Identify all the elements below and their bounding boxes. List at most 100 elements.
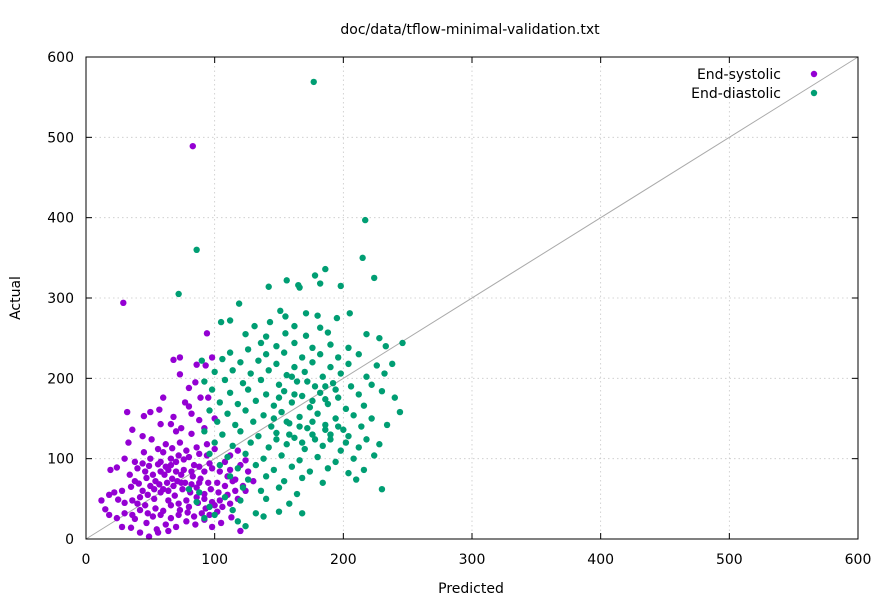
data-point [333,314,341,322]
data-point [193,498,200,506]
data-point [252,397,260,405]
data-point [150,485,158,493]
data-point [340,426,347,433]
data-point [270,466,278,474]
data-point [322,396,329,403]
data-point [226,317,234,324]
data-point [251,322,258,330]
data-point [205,394,212,401]
data-point [139,432,146,440]
data-point [232,487,239,494]
data-point [250,418,257,425]
data-point [219,431,226,438]
axis-ticks [85,56,859,540]
data-point [345,360,352,368]
data-point [165,497,172,504]
data-point [368,381,375,388]
data-point [265,367,272,374]
data-point [327,431,334,438]
data-point [373,362,380,369]
data-point [319,479,326,486]
data-point [346,310,353,317]
data-point [371,452,378,459]
data-point [262,351,270,358]
data-point [211,439,218,446]
y-tick-label: 600 [47,50,74,66]
data-point [162,521,169,528]
data-point [378,485,386,493]
data-point [283,418,290,425]
data-point [226,500,234,507]
data-point [143,519,150,527]
data-point [126,471,133,478]
data-point [214,418,221,425]
data-point [211,368,218,376]
data-point [139,460,146,467]
data-point [196,479,203,486]
data-point [314,453,321,461]
data-point [184,509,191,516]
data-point [208,498,216,506]
data-point [208,465,216,472]
data-point [353,476,360,483]
data-point [334,423,342,430]
data-point [183,447,190,454]
data-point [355,391,362,398]
x-tick-label: 100 [201,552,228,568]
series-end-systolic [98,142,257,540]
data-point [98,497,105,504]
data-point [201,468,208,475]
data-point [309,344,316,352]
data-point [282,313,289,320]
data-point [237,527,244,535]
data-point [157,511,164,519]
y-tick-label: 400 [47,211,74,227]
data-point [224,410,231,417]
data-point [144,510,151,517]
data-point [247,370,254,377]
data-point [193,484,200,491]
data-point [237,359,244,366]
data-point [257,376,265,384]
data-point [273,343,280,350]
data-point [140,412,148,420]
data-point [167,461,175,469]
data-point [291,339,298,347]
data-point [234,447,242,454]
y-tick-label: 100 [47,452,74,468]
data-point [203,330,211,337]
data-point [214,479,221,486]
data-point [136,529,144,536]
data-point [228,514,235,521]
data-point [244,476,252,483]
data-point [291,322,298,330]
data-point [121,455,128,462]
data-point [139,487,146,494]
data-point [181,399,189,406]
data-point [180,466,187,474]
data-point [170,482,177,490]
data-point [360,402,368,409]
data-point [180,456,187,463]
data-point [189,473,196,480]
data-point [298,474,306,482]
data-point [242,407,249,414]
data-point [278,452,285,459]
data-point [113,464,121,471]
data-point [291,434,298,441]
data-point [270,402,278,409]
data-point [170,413,177,421]
data-point [396,408,404,416]
data-points [98,78,406,540]
data-point [273,429,280,437]
data-point [309,397,316,405]
data-point [275,381,283,388]
x-tick-label: 600 [845,552,872,568]
data-point [282,330,289,337]
data-point [334,354,342,361]
data-point [157,458,164,466]
data-point [229,442,236,450]
data-point [363,373,370,380]
data-point [157,468,164,475]
